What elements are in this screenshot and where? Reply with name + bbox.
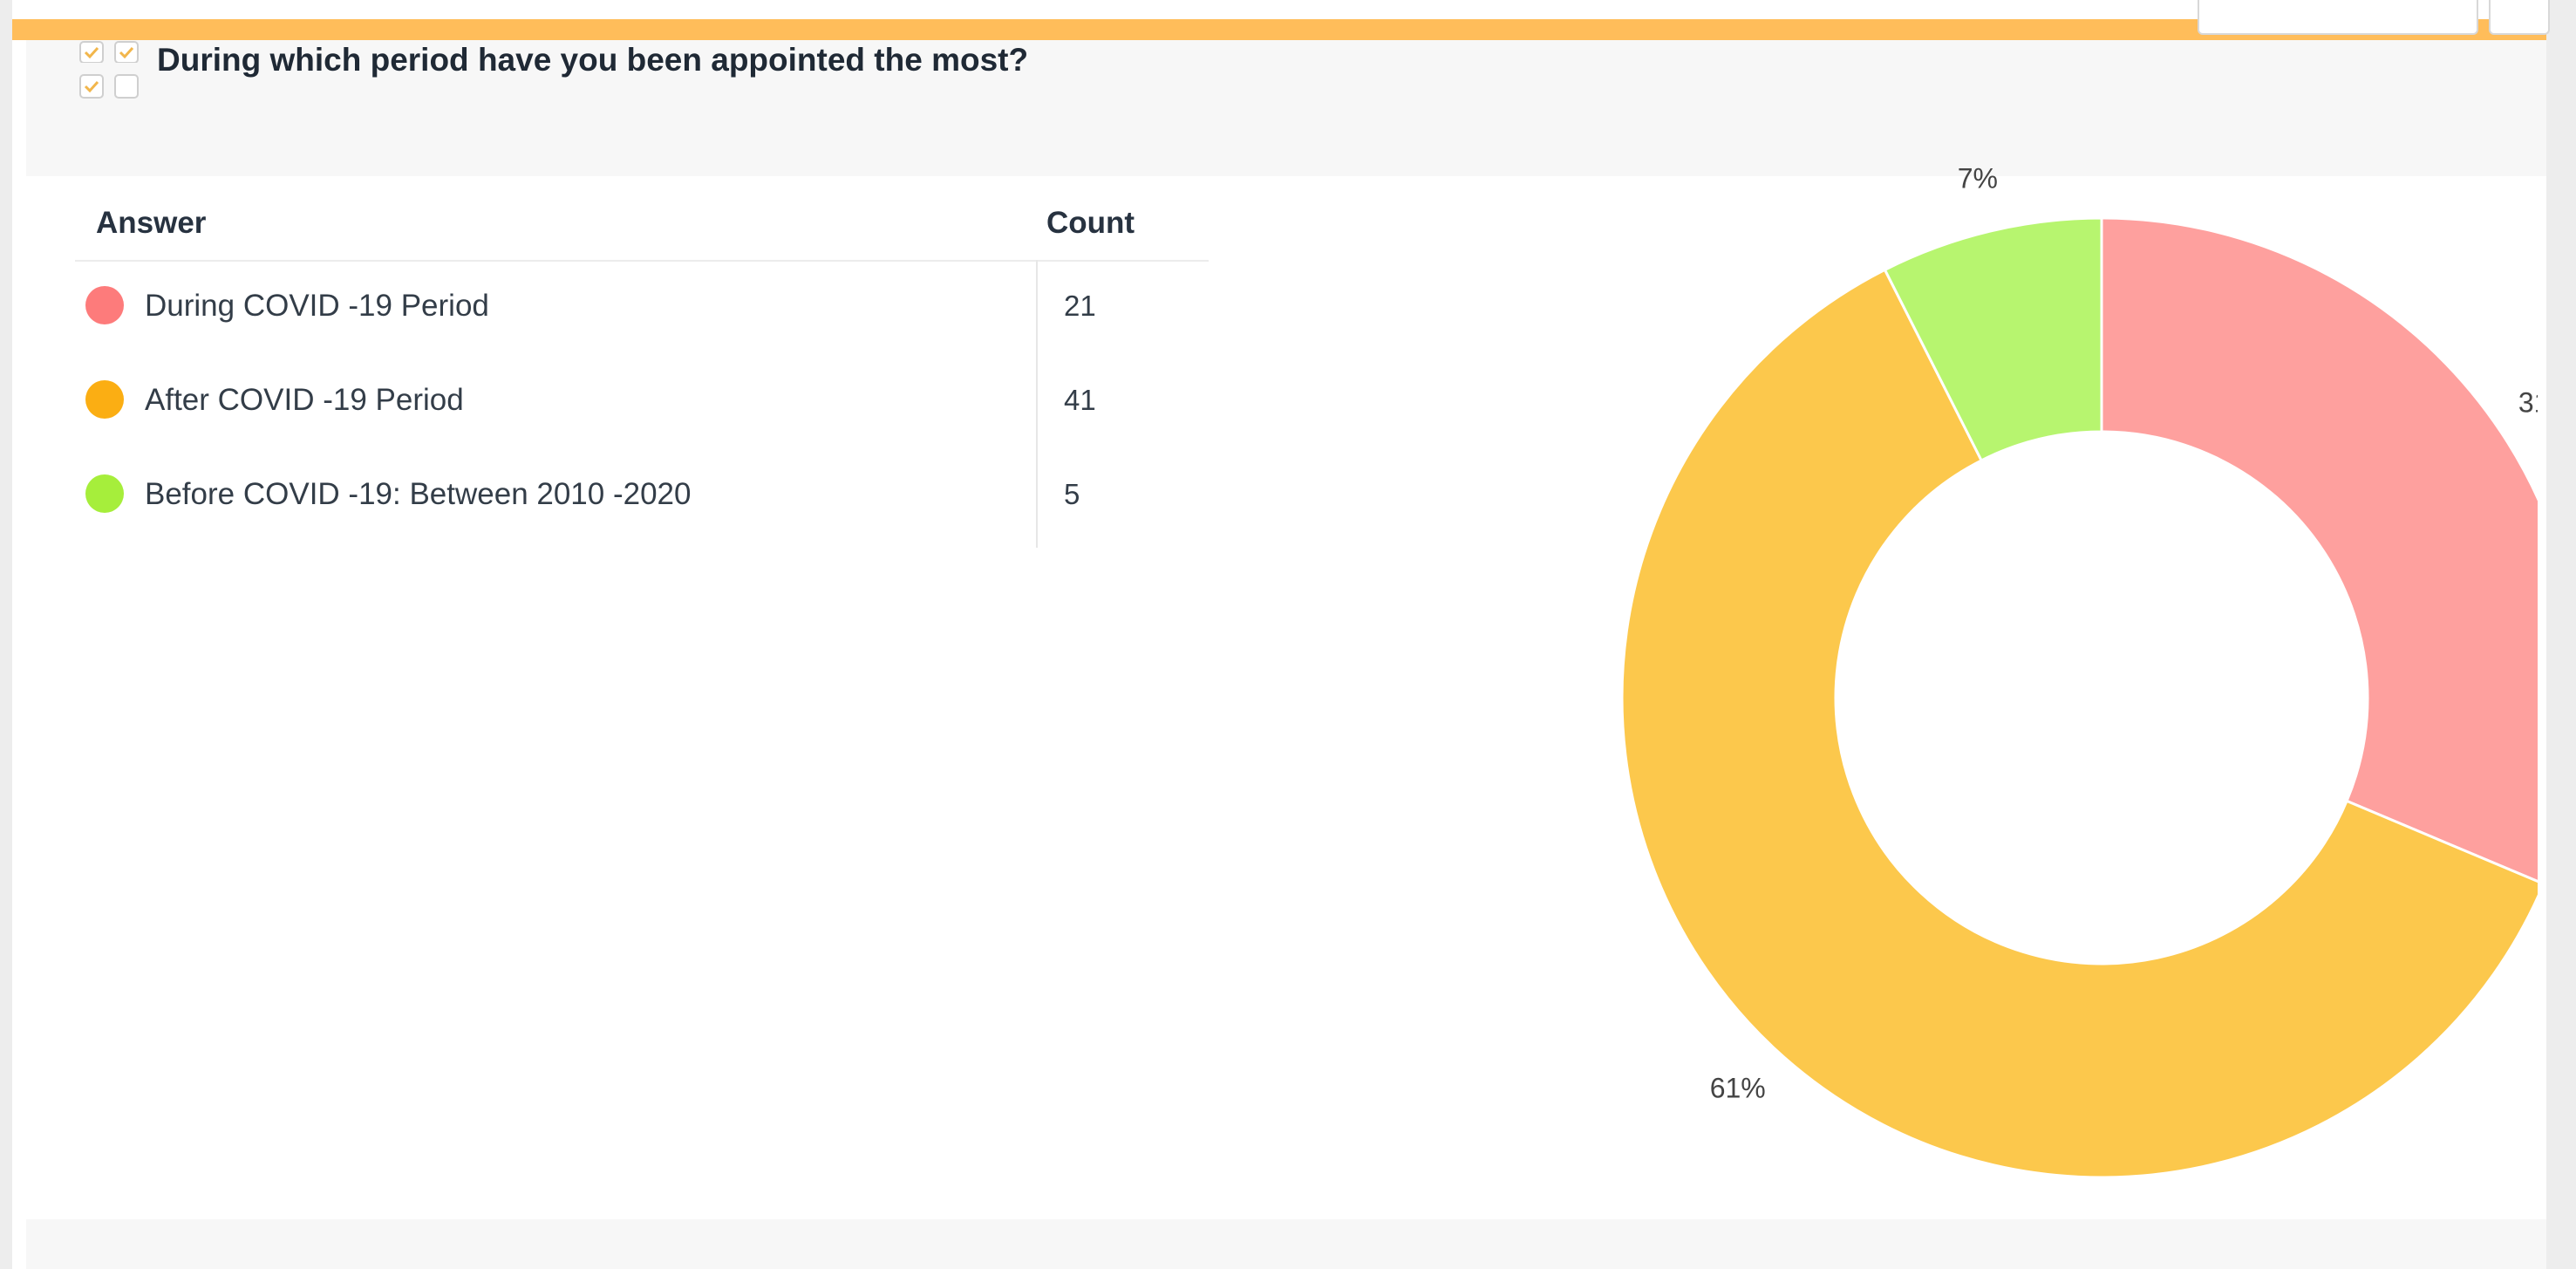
- slice-percent-label: 31%: [2518, 386, 2538, 418]
- answer-label: During COVID -19 Period: [145, 289, 489, 323]
- left-frame: [0, 0, 12, 1269]
- answer-label: Before COVID -19: Between 2010 -2020: [145, 477, 692, 511]
- column-divider: [1036, 260, 1038, 548]
- header-divider: [75, 260, 1209, 262]
- slice-percent-label: 61%: [1710, 1073, 1766, 1104]
- legend-dot: [85, 380, 124, 419]
- multiple-choice-icon: [79, 41, 139, 63]
- legend-dot: [85, 474, 124, 513]
- answer-count: 41: [1064, 384, 1096, 416]
- card-footer: [26, 1219, 2546, 1269]
- legend-dot: [85, 286, 124, 324]
- table-row: After COVID -19 Period 41: [75, 356, 1209, 443]
- checkbox-icon: [79, 74, 139, 99]
- toolbar-button-small[interactable]: [2489, 0, 2550, 35]
- right-frame: [2546, 0, 2576, 1269]
- slice-after-covid[interactable]: [1620, 268, 2538, 1179]
- answer-column-header: Answer: [96, 206, 207, 240]
- accent-bar: [12, 19, 2546, 40]
- count-column-header: Count: [1046, 206, 1135, 240]
- table-row: During COVID -19 Period 21: [75, 262, 1209, 349]
- question-header: [26, 40, 2546, 176]
- table-row: Before COVID -19: Between 2010 -2020 5: [75, 450, 1209, 537]
- slice-before-covid[interactable]: [1883, 216, 2103, 462]
- slice-during-covid[interactable]: [2100, 216, 2538, 884]
- answer-count: 5: [1064, 478, 1080, 510]
- donut-chart: 31% 61% 7%: [1620, 163, 2538, 1179]
- answer-count: 21: [1064, 290, 1096, 322]
- question-title: During which period have you been appoin…: [157, 42, 1029, 78]
- answer-label: After COVID -19 Period: [145, 383, 464, 417]
- toolbar-button[interactable]: [2198, 0, 2478, 35]
- slice-percent-label: 7%: [1958, 163, 1998, 194]
